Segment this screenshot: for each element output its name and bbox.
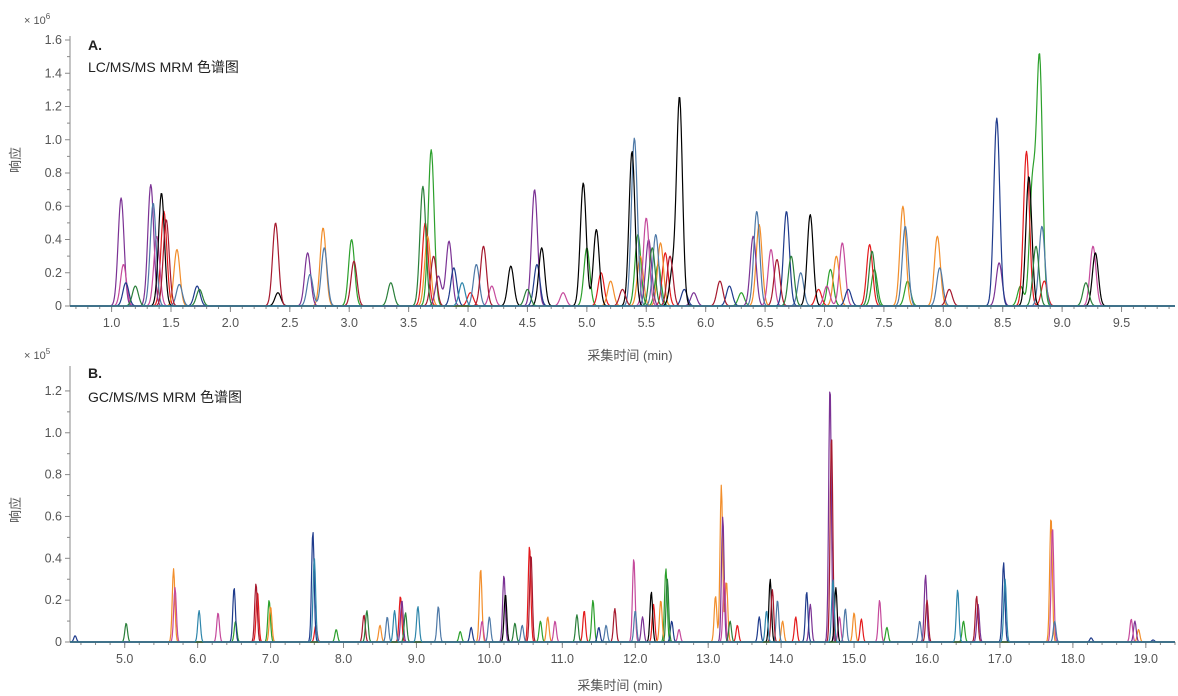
x-tick-label: 8.0 — [335, 652, 352, 666]
panel-a-lc-chromatogram: × 106 A. LC/MS/MS MRM 色谱图 响应 采集时间 (min) … — [8, 12, 1175, 363]
x-tick-label: 5.0 — [116, 652, 133, 666]
chromatogram-trace-3 — [70, 205, 1175, 307]
x-tick-label: 4.5 — [519, 316, 536, 330]
x-tick-label: 13.0 — [696, 652, 720, 666]
x-tick-label: 6.0 — [697, 316, 714, 330]
x-tick-label: 19.0 — [1134, 652, 1158, 666]
y-tick-label: 1.6 — [45, 33, 62, 47]
x-tick-label: 9.5 — [1113, 316, 1130, 330]
x-tick-label: 8.5 — [994, 316, 1011, 330]
x-tick-label: 15.0 — [842, 652, 866, 666]
panel-a-letter: A. — [88, 37, 102, 53]
x-tick-label: 6.0 — [189, 652, 206, 666]
chromatogram-trace-11 — [70, 282, 1175, 307]
x-tick-label: 10.0 — [477, 652, 501, 666]
x-tick-label: 5.0 — [578, 316, 595, 330]
y-tick-label: 0.6 — [45, 509, 62, 523]
panel-a-x-axis-title: 采集时间 (min) — [587, 348, 672, 363]
panel-b-gc-chromatogram: × 105 B. GC/MS/MS MRM 色谱图 响应 采集时间 (min) … — [8, 347, 1176, 693]
x-tick-label: 1.0 — [103, 316, 120, 330]
panel-a-y-multiplier: × 106 — [24, 12, 51, 27]
y-tick-label: 0.4 — [45, 233, 62, 247]
chromatogram-trace-5 — [70, 217, 1175, 307]
x-tick-label: 1.5 — [162, 316, 179, 330]
x-tick-label: 5.5 — [638, 316, 655, 330]
y-tick-label: 0 — [55, 635, 62, 649]
panel-a-traces — [70, 53, 1175, 307]
panel-b-title: GC/MS/MS MRM 色谱图 — [88, 389, 242, 405]
panel-b-letter: B. — [88, 365, 102, 381]
chromatogram-trace-7 — [70, 117, 1175, 307]
y-tick-label: 1.0 — [45, 133, 62, 147]
panel-b-y-axis-title: 响应 — [8, 497, 23, 523]
x-tick-label: 3.0 — [341, 316, 358, 330]
x-tick-label: 7.0 — [816, 316, 833, 330]
chromatogram-trace-8 — [70, 96, 1175, 307]
panel-a-y-axis-title: 响应 — [8, 147, 23, 173]
panel-b-traces — [69, 391, 1175, 643]
x-tick-label: 11.0 — [551, 652, 574, 666]
y-tick-label: 0.2 — [45, 266, 62, 280]
y-tick-label: 0.4 — [45, 551, 62, 565]
chromatogram-trace-1 — [70, 53, 1175, 307]
y-tick-label: 0.8 — [45, 468, 62, 482]
x-tick-label: 17.0 — [988, 652, 1012, 666]
y-tick-label: 1.2 — [45, 384, 62, 398]
panel-b-x-axis-title: 采集时间 (min) — [577, 678, 662, 693]
panel-b-y-multiplier: × 105 — [24, 347, 51, 362]
x-tick-label: 6.5 — [756, 316, 773, 330]
chromatogram-trace-2 — [70, 150, 1175, 307]
chromatogram-trace-6 — [70, 137, 1175, 307]
panel-a-axes: 0 0.2 0.4 0.6 0.8 1.0 1.2 1.4 1.6 1.0 1.5 2.0 2.5 3.0… — [45, 33, 1175, 330]
y-tick-label: 1.0 — [45, 426, 62, 440]
chromatogram-trace-11 — [70, 558, 1175, 643]
x-tick-label: 12.0 — [623, 652, 647, 666]
x-tick-label: 7.5 — [875, 316, 892, 330]
x-tick-label: 16.0 — [915, 652, 939, 666]
y-tick-label: 1.4 — [45, 66, 62, 80]
y-tick-label: 0.8 — [45, 166, 62, 180]
x-tick-label: 9.0 — [1053, 316, 1070, 330]
panel-a-title: LC/MS/MS MRM 色谱图 — [88, 59, 239, 75]
chromatogram-trace-4 — [70, 184, 1175, 307]
chromatogram-trace-10 — [70, 185, 1175, 307]
y-tick-label: 0 — [55, 299, 62, 313]
x-tick-label: 8.0 — [935, 316, 952, 330]
x-tick-label: 2.5 — [281, 316, 298, 330]
x-tick-label: 3.5 — [400, 316, 417, 330]
y-tick-label: 1.2 — [45, 100, 62, 114]
x-tick-label: 4.0 — [459, 316, 476, 330]
chromatogram-trace-7 — [69, 532, 1175, 643]
y-tick-label: 0.2 — [45, 593, 62, 607]
x-tick-label: 2.0 — [222, 316, 239, 330]
x-tick-label: 14.0 — [769, 652, 793, 666]
x-tick-label: 18.0 — [1061, 652, 1085, 666]
chromatogram-trace-9 — [70, 219, 1175, 307]
y-tick-label: 0.6 — [45, 199, 62, 213]
x-tick-label: 7.0 — [262, 652, 279, 666]
x-tick-label: 9.0 — [408, 652, 425, 666]
